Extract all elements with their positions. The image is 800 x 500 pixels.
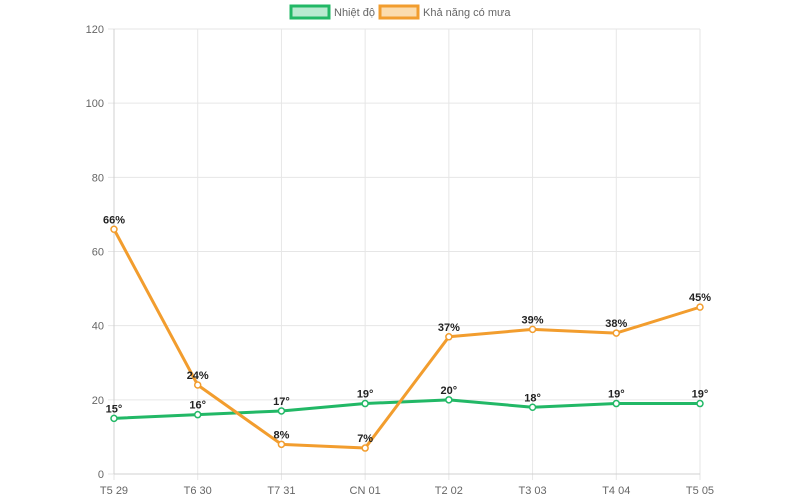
temperature-data-label: 19° [608,389,625,401]
rain-chance-data-label: 66% [103,214,125,226]
x-tick-label: T7 31 [267,485,295,497]
temperature-point [361,399,369,408]
temperature-point [193,410,202,419]
x-tick-label: T6 30 [184,485,212,497]
temperature-data-label: 20° [441,385,458,397]
x-tick-label: T4 04 [602,485,630,497]
temperature-data-label: 15° [106,403,123,415]
x-tick-label: T5 05 [686,485,714,497]
rain-chance-point [361,444,369,452]
chart-series [110,225,704,452]
chart-axes: 0 20 40 60 80 100 120 T5 29 T6 30 T7 31 CN 01 T2 02… [86,24,714,497]
temperature-data-label: 18° [524,392,541,404]
temperature-data-label: 19° [692,389,709,401]
rain-chance-data-label: 45% [689,292,711,304]
temperature-data-label: 16° [189,400,206,412]
legend-label-rain-chance: Khả năng có mưa [423,7,511,19]
temperature-point [277,407,286,415]
temperature-data-label: 17° [273,396,290,408]
rain-chance-point [277,440,286,449]
x-tick-label: T2 02 [435,485,463,497]
rain-chance-data-label: 7% [357,433,373,445]
temperature-point [110,414,118,423]
temperature-point [696,399,704,408]
temperature-data-label: 19° [357,389,374,401]
rain-chance-point [696,303,704,311]
y-tick-label: 20 [92,395,104,407]
rain-chance-point [612,329,621,337]
rain-chance-point [528,325,537,334]
y-tick-label: 40 [92,321,104,333]
temperature-point [528,403,537,411]
x-tick-label: CN 01 [350,485,381,497]
rain-chance-data-label: 39% [522,314,544,326]
temperature-point [612,399,621,408]
rain-chance-data-label: 37% [438,322,460,334]
rain-chance-point [110,225,118,233]
temperature-point [445,396,453,404]
rain-chance-point [193,381,202,389]
x-tick-label: T3 03 [519,485,547,497]
legend-swatch-rain-chance [378,4,420,20]
temperature-line [112,398,702,420]
y-tick-label: 100 [86,98,104,110]
rain-chance-data-label: 24% [187,370,209,382]
chart-legend: Nhiệt độ Khả năng có mưa [289,4,511,20]
y-tick-label: 0 [98,469,104,481]
legend-swatch-temperature [289,4,331,20]
rain-chance-data-label: 38% [605,318,627,330]
chart-data-labels: 15° 16° 17° 19° 20° 18° 19° 19° 66% 24% 8% 7% 37% 39%… [103,214,711,445]
y-tick-label: 120 [86,24,104,36]
rain-chance-point [445,333,453,341]
rain-chance-line [112,227,702,450]
legend-label-temperature: Nhiệt độ [334,7,375,19]
x-tick-label: T5 29 [100,485,128,497]
y-tick-label: 60 [92,247,104,259]
y-tick-label: 80 [92,172,104,184]
rain-chance-data-label: 8% [273,429,289,441]
